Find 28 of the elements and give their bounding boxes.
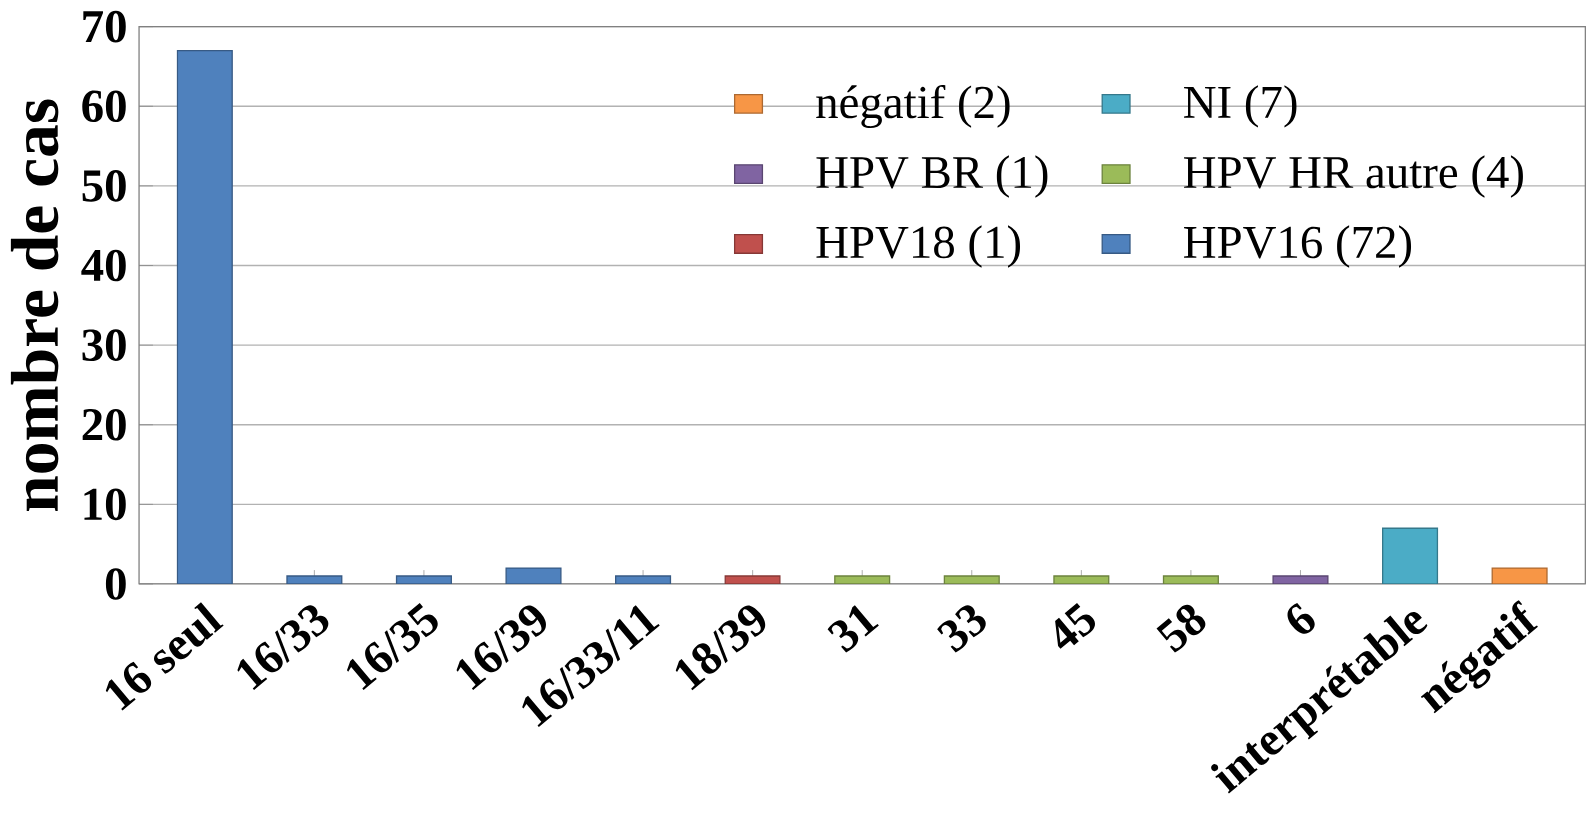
- legend-label: NI (7): [1184, 85, 1297, 128]
- x-tick-label: 45: [1055, 602, 1096, 649]
- y-axis-title: nombre de cas: [10, 99, 59, 511]
- bar: [395, 575, 452, 584]
- y-tick-label: 10: [84, 488, 126, 521]
- bar: [505, 567, 562, 584]
- legend-label: HPV BR (1): [816, 155, 1048, 198]
- x-tick-label: 31: [827, 605, 879, 653]
- legend-label: HPV HR autre (4): [1184, 155, 1523, 198]
- y-tick-label: 50: [82, 170, 126, 202]
- bar: [1491, 567, 1548, 584]
- legend-label: HPV18 (1): [816, 225, 1021, 268]
- y-tick-label: 30: [82, 329, 126, 361]
- bar: [615, 575, 672, 584]
- y-tick-label: 0: [105, 568, 126, 600]
- x-tick-label: 16 seul: [105, 602, 224, 711]
- y-tick-label: 60: [82, 90, 126, 123]
- x-tick-label: 33: [937, 605, 986, 653]
- bar: [1382, 527, 1439, 584]
- legend-label: négatif (2): [816, 84, 1010, 129]
- y-tick-label: 20: [82, 408, 126, 441]
- y-tick-label: 70: [83, 10, 126, 43]
- x-tick-label: 58: [1156, 604, 1206, 653]
- legend-label: HPV16 (72): [1184, 225, 1412, 268]
- bar: [1272, 575, 1329, 584]
- bar: [176, 49, 233, 584]
- y-tick-label: 40: [81, 249, 126, 282]
- bar: [286, 575, 343, 584]
